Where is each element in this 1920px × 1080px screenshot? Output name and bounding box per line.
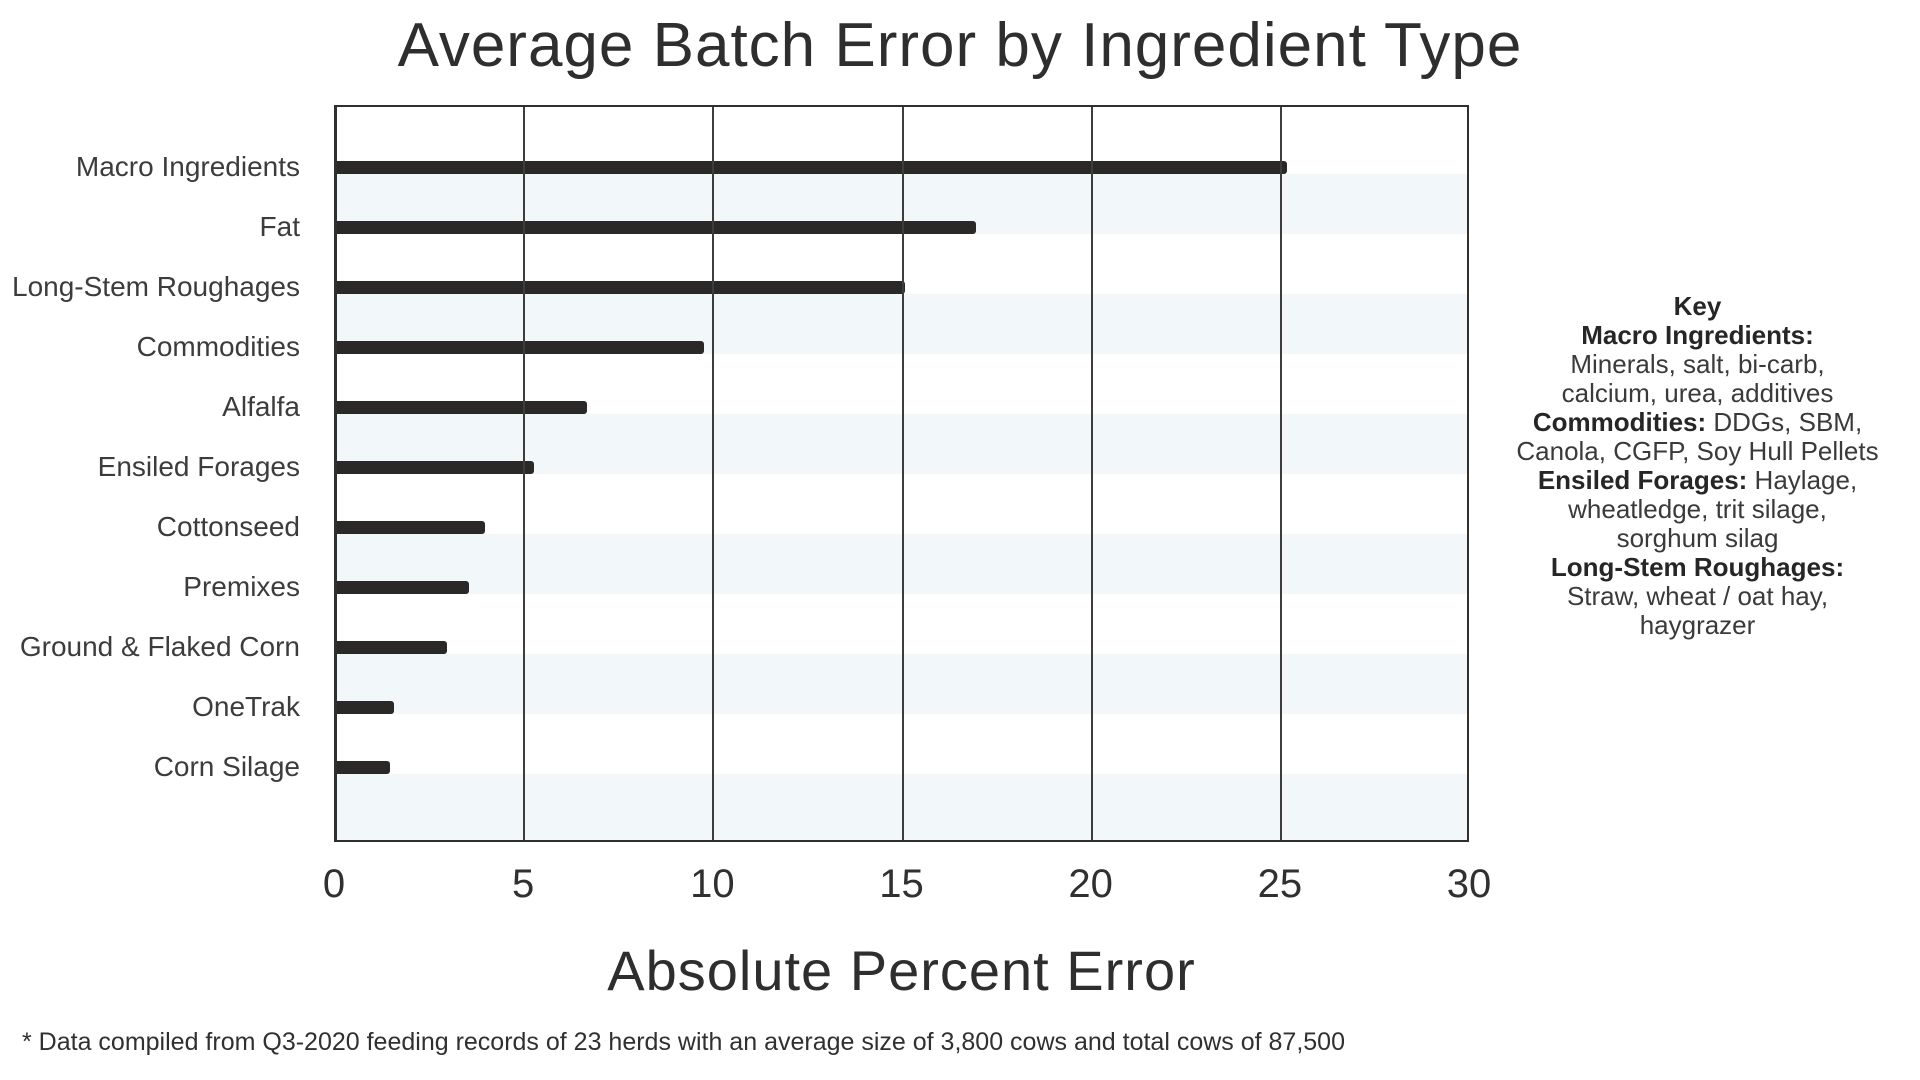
x-axis-title: Absolute Percent Error	[607, 939, 1196, 1002]
y-axis-label: Fat	[259, 211, 300, 242]
y-axis-labels: Macro Ingredients Fat Long-Stem Roughages C…	[0, 105, 316, 842]
bar-long-stem-roughages	[337, 280, 905, 294]
y-axis-label: Ensiled Forages	[97, 451, 300, 482]
x-tick-label: 0	[322, 862, 346, 906]
grid-line	[712, 107, 715, 840]
bar-commodities	[337, 340, 704, 354]
key-line: Straw, wheat / oat hay,	[1566, 581, 1829, 611]
y-axis-label: Long-Stem Roughages	[12, 271, 300, 302]
footnote: * Data compiled from Q3-2020 feeding rec…	[22, 1028, 1345, 1056]
key-line: haygrazer	[1639, 610, 1756, 640]
x-tick-label: 30	[1446, 862, 1492, 906]
y-axis-label: OneTrak	[192, 691, 300, 722]
x-tick-label: 15	[879, 862, 924, 906]
plot-area	[334, 105, 1469, 842]
x-tick-label: 20	[1068, 862, 1113, 906]
key-line: Key	[1673, 291, 1722, 321]
bar-ground-flaked-corn	[337, 640, 447, 654]
y-axis-label: Commodities	[136, 331, 300, 362]
key-line: Macro Ingredients:	[1581, 320, 1814, 350]
bar-premixes	[337, 580, 470, 594]
grid-line	[901, 107, 904, 840]
key-line: Commodities: DDGs, SBM,	[1532, 407, 1863, 437]
y-axis-label: Premixes	[183, 571, 300, 602]
key-line: Canola, CGFP, Soy Hull Pellets	[1516, 436, 1879, 466]
key-line: Ensiled Forages: Haylage,	[1537, 465, 1858, 495]
x-axis-ticks: 0 5 10 15 20 25 30	[323, 862, 1491, 910]
bar-cottonseed	[337, 520, 485, 534]
x-tick-label: 5	[512, 862, 535, 906]
key-line: sorghum silag	[1616, 523, 1779, 553]
bar-fat	[337, 220, 977, 234]
key-line: Minerals, salt, bi-carb,	[1570, 349, 1825, 379]
x-tick-label: 10	[690, 862, 735, 906]
key-line: Long-Stem Roughages:	[1550, 552, 1845, 582]
grid-line	[1279, 107, 1282, 840]
bar-macro-ingredients	[337, 160, 1287, 174]
bar-corn-silage	[337, 760, 390, 774]
key-line: wheatledge, trit silage,	[1568, 494, 1827, 524]
y-axis-label: Corn Silage	[153, 751, 300, 782]
y-axis-label: Alfalfa	[222, 391, 300, 422]
grid-line	[523, 107, 526, 840]
bar-onetrak	[337, 700, 394, 714]
key-line: calcium, urea, additives	[1561, 378, 1834, 408]
grid-line	[1090, 107, 1093, 840]
chart-title: Average Batch Error by Ingredient Type	[397, 11, 1523, 80]
x-tick-label: 25	[1257, 862, 1303, 906]
bar-alfalfa	[337, 400, 587, 414]
key-legend: Key Macro Ingredients: Minerals, salt, bi-…	[1490, 292, 1905, 640]
y-axis-label: Cottonseed	[156, 511, 300, 542]
bar-ensiled-forages	[337, 460, 534, 474]
y-axis-label: Ground & Flaked Corn	[19, 631, 300, 662]
y-axis-label: Macro Ingredients	[75, 151, 300, 182]
